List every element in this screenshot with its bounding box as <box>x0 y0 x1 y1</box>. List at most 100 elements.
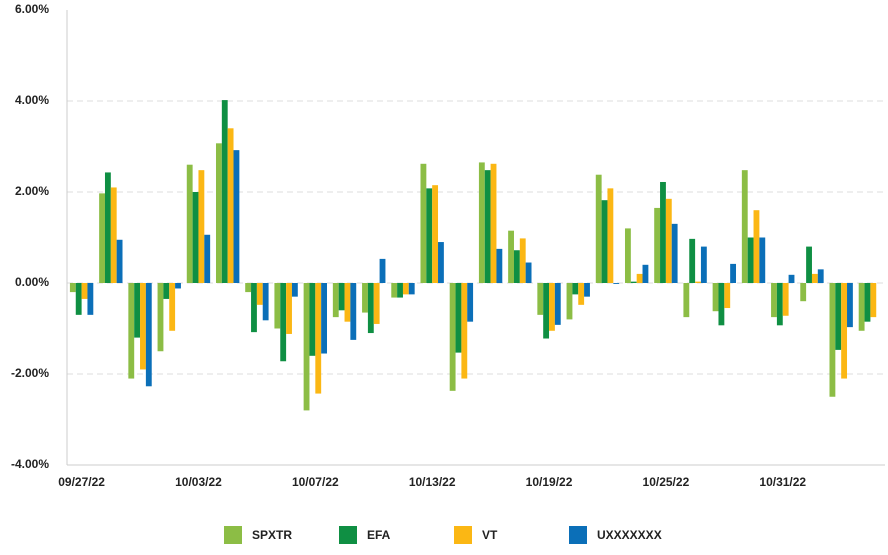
bar <box>192 192 199 283</box>
bar <box>233 150 240 283</box>
bar <box>695 281 701 283</box>
bar <box>841 283 848 379</box>
bar <box>350 283 357 340</box>
bar <box>344 283 351 322</box>
bar <box>870 283 877 318</box>
x-tick-label: 09/27/22 <box>58 475 105 489</box>
bar <box>642 264 649 283</box>
bar <box>397 283 403 298</box>
bar <box>467 283 474 322</box>
bar <box>338 283 345 311</box>
bar <box>788 274 795 283</box>
bar <box>665 198 672 283</box>
bar <box>613 283 620 284</box>
bar <box>578 283 585 305</box>
bar <box>847 283 853 328</box>
bar <box>671 223 678 283</box>
bar <box>373 283 380 324</box>
bar <box>303 283 310 411</box>
bar <box>496 248 503 283</box>
bar <box>362 283 368 313</box>
bar <box>513 250 520 283</box>
bar <box>771 283 777 318</box>
legend-label: VT <box>482 528 498 542</box>
bar <box>478 162 485 283</box>
bar <box>595 174 602 283</box>
bar <box>864 283 871 322</box>
bar <box>537 283 544 315</box>
bar <box>525 262 532 283</box>
legend-label: UXXXXXXX <box>597 528 662 542</box>
bar <box>624 228 631 283</box>
bar <box>245 283 252 293</box>
bar <box>75 283 82 315</box>
bar <box>134 283 141 338</box>
bar <box>554 283 561 325</box>
bar <box>227 128 234 283</box>
legend-swatch <box>339 526 357 544</box>
x-tick-label: 10/07/22 <box>292 475 339 489</box>
bar <box>782 283 789 316</box>
bar <box>747 237 754 283</box>
bar <box>584 283 590 297</box>
bar <box>198 170 205 283</box>
bar <box>776 283 783 326</box>
bar <box>251 283 257 333</box>
x-tick-label: 10/03/22 <box>175 475 222 489</box>
bar <box>420 163 427 283</box>
bar <box>81 283 88 299</box>
bar <box>572 283 579 295</box>
bar <box>262 283 269 321</box>
bar <box>490 163 497 283</box>
bar <box>256 283 263 305</box>
bar <box>654 207 661 283</box>
bar <box>741 170 748 283</box>
bar <box>391 283 398 298</box>
bar <box>367 283 374 334</box>
bar <box>116 239 123 283</box>
bar <box>800 283 807 302</box>
bar <box>660 181 666 283</box>
legend-swatch <box>224 526 242 544</box>
bar <box>163 283 170 299</box>
bar <box>309 283 316 356</box>
bar <box>806 246 812 283</box>
bar <box>549 283 555 331</box>
bar <box>455 283 462 353</box>
legend-label: EFA <box>367 528 391 542</box>
bar <box>811 273 818 283</box>
bar <box>69 283 76 293</box>
bar <box>718 283 725 326</box>
bar <box>461 283 468 379</box>
bar <box>730 263 737 283</box>
bar <box>759 237 766 283</box>
bar <box>104 172 111 283</box>
bar <box>274 283 281 329</box>
y-tick-label: 0.00% <box>15 275 49 289</box>
bar <box>215 143 222 283</box>
bar <box>221 100 228 283</box>
y-tick-label: -2.00% <box>11 366 49 380</box>
bar <box>128 283 135 379</box>
bar <box>145 283 152 387</box>
bar <box>402 283 409 295</box>
bar <box>835 283 842 350</box>
bar <box>87 283 94 315</box>
bar <box>630 281 637 283</box>
x-tick-label: 10/25/22 <box>643 475 690 489</box>
bar <box>712 283 719 312</box>
bar <box>858 283 865 331</box>
legend-swatch <box>454 526 472 544</box>
x-tick-label: 10/13/22 <box>409 475 456 489</box>
bar <box>175 283 181 289</box>
y-tick-label: 4.00% <box>15 93 49 107</box>
bar <box>484 170 491 283</box>
bar <box>566 283 573 320</box>
bar <box>508 230 514 283</box>
y-tick-label: 6.00% <box>15 2 49 16</box>
legend-swatch <box>569 526 587 544</box>
bar <box>753 210 760 283</box>
bar <box>817 269 824 283</box>
bar <box>280 283 287 362</box>
bar <box>291 283 298 297</box>
